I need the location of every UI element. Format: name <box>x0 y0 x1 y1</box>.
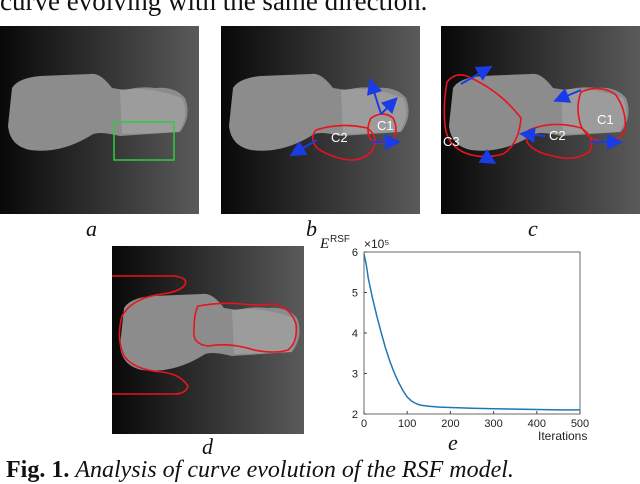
y-tick-label: 4 <box>352 328 358 340</box>
y-tick-label: 6 <box>352 247 358 259</box>
plot-area <box>363 251 581 415</box>
x-tick-label: 200 <box>441 418 459 430</box>
figure-caption: Fig. 1. Analysis of curve evolution of t… <box>6 456 514 484</box>
header-text: curve evolving with the same direction. <box>0 0 428 16</box>
panel-b-label: b <box>306 216 317 241</box>
x-tick-label: 300 <box>484 418 502 430</box>
caption-text: Analysis of curve evolution of the RSF m… <box>75 457 514 483</box>
arrow <box>478 148 497 165</box>
y-tick-label: 3 <box>352 369 358 381</box>
contour-outer <box>112 275 189 395</box>
y-tick-label: 5 <box>352 288 358 300</box>
panel-d-label: d <box>202 434 213 459</box>
contour-c2 <box>311 124 376 161</box>
arrow <box>519 127 546 144</box>
panel-d-image <box>112 246 304 434</box>
contour-label-c2: C2 <box>549 128 566 143</box>
y-axis-label-sup: RSF <box>330 234 350 245</box>
panel-c-label: c <box>528 216 538 241</box>
arrow <box>289 139 318 157</box>
arrow <box>380 97 398 115</box>
energy-chart: E RSF ×10⁵ Iterations 0 100 200 300 400 500 2 3… <box>318 234 618 450</box>
x-tick-label: 100 <box>398 418 416 430</box>
contour-label-c1: C1 <box>597 112 614 127</box>
x-axis-label: Iterations <box>538 429 587 443</box>
panel-a-image <box>0 26 199 214</box>
contour-label-c2: C2 <box>331 130 348 145</box>
contour-label-c1: C1 <box>377 118 394 133</box>
y-axis-exponent: ×10⁵ <box>364 237 389 251</box>
panel-b-image: C1 C2 <box>221 26 420 214</box>
y-tick-label: 2 <box>352 409 358 421</box>
series-line <box>363 253 580 411</box>
panel-c-image: C1 C2 C3 <box>441 26 640 214</box>
arrow <box>553 88 582 103</box>
x-tick-label: 500 <box>571 418 589 430</box>
x-tick-label: 400 <box>528 418 546 430</box>
caption-fig-label: Fig. 1. <box>6 457 70 483</box>
panel-e-label: e <box>448 430 458 455</box>
x-tick-label: 0 <box>361 418 367 430</box>
contour-inner <box>192 302 298 353</box>
arrow <box>460 66 493 85</box>
arrow <box>366 78 383 115</box>
selection-box <box>113 121 175 161</box>
panel-a-label: a <box>86 216 97 241</box>
y-axis-label: E <box>319 236 329 252</box>
contour-label-c3: C3 <box>443 134 460 149</box>
